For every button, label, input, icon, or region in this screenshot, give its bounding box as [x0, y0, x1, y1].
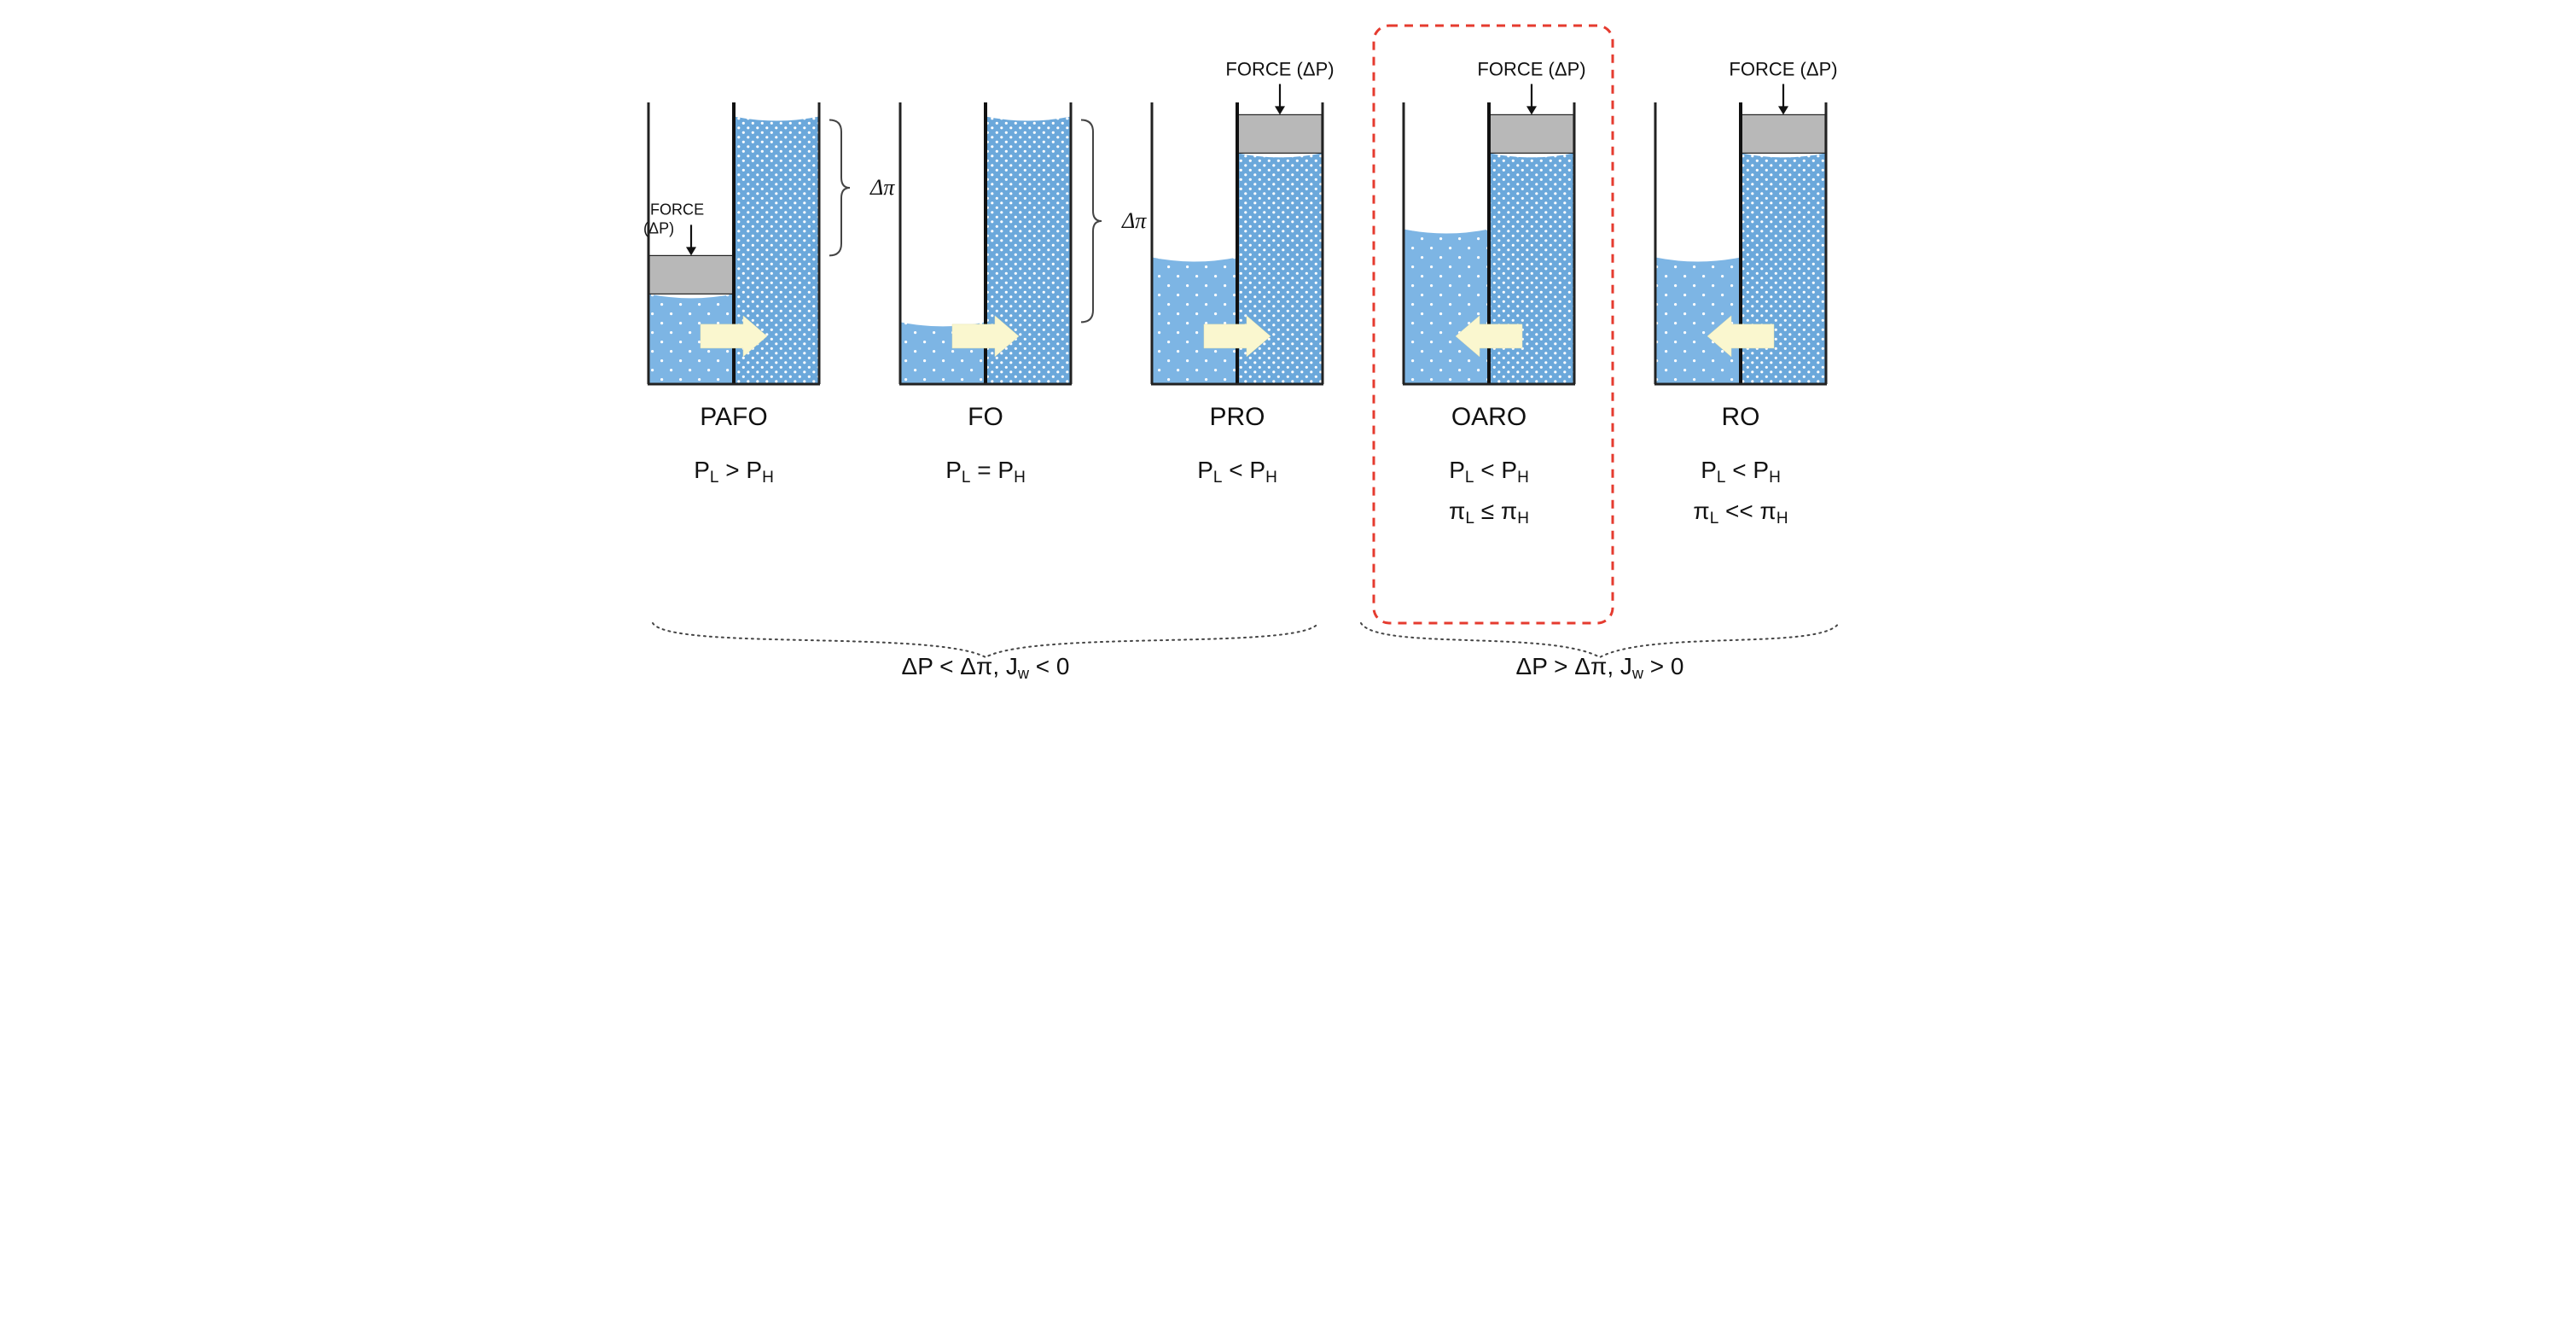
- svg-text:PL < PH: PL < PH: [1449, 457, 1529, 487]
- svg-text:Δπ: Δπ: [869, 175, 895, 200]
- piston: [1742, 114, 1825, 153]
- piston: [649, 255, 733, 294]
- svg-text:FORCE (ΔP): FORCE (ΔP): [1729, 58, 1837, 79]
- title-RO: RO: [1721, 403, 1759, 431]
- group-label-1: ΔP > Δπ, Jw > 0: [1515, 653, 1683, 682]
- svg-text:PL = PH: PL = PH: [945, 457, 1026, 487]
- piston: [1238, 114, 1322, 153]
- piston: [1490, 114, 1573, 153]
- title-OARO: OARO: [1451, 403, 1526, 431]
- svg-text:πL ≤ πH: πL ≤ πH: [1449, 498, 1529, 528]
- svg-text:FORCE (ΔP): FORCE (ΔP): [1225, 58, 1334, 79]
- svg-text:FORCE (ΔP): FORCE (ΔP): [1477, 58, 1585, 79]
- left-fluid: [1152, 258, 1237, 385]
- svg-text:PL > PH: PL > PH: [694, 457, 774, 487]
- svg-text:PL < PH: PL < PH: [1701, 457, 1781, 487]
- right-fluid: [1489, 153, 1574, 384]
- diagram-svg: FORCE(ΔP)ΔπPAFOPL > PHΔπFOPL = PHFORCE (…: [619, 17, 1958, 708]
- group-brace-0: [653, 623, 1318, 657]
- title-PRO: PRO: [1209, 403, 1265, 431]
- svg-text:FORCE: FORCE: [650, 201, 704, 218]
- group-brace-1: [1361, 623, 1839, 657]
- osmotic-processes-diagram: FORCE(ΔP)ΔπPAFOPL > PHΔπFOPL = PHFORCE (…: [619, 17, 1958, 713]
- left-fluid: [1404, 230, 1489, 385]
- svg-text:PL < PH: PL < PH: [1197, 457, 1277, 487]
- svg-text:πL << πH: πL << πH: [1693, 498, 1788, 528]
- right-fluid: [1741, 153, 1826, 384]
- group-label-0: ΔP < Δπ, Jw < 0: [901, 653, 1069, 682]
- svg-text:Δπ: Δπ: [1121, 208, 1147, 233]
- title-PAFO: PAFO: [700, 403, 767, 431]
- title-FO: FO: [968, 403, 1003, 431]
